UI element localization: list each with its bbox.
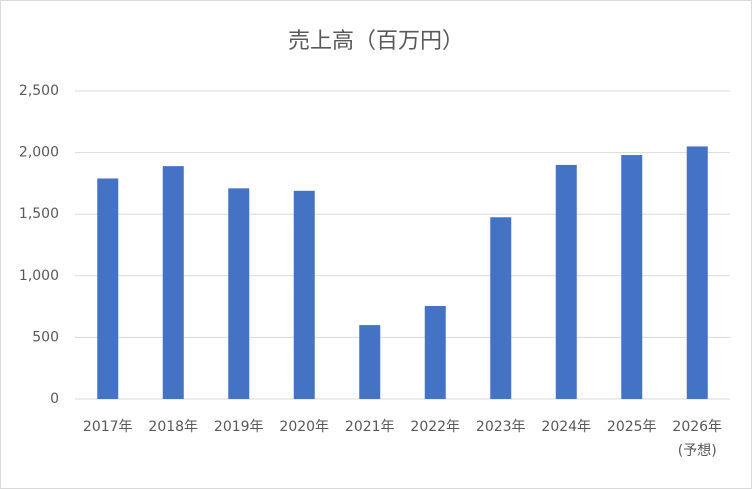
x-tick-label: 2020年 [279, 419, 330, 435]
y-tick-label: 1,000 [19, 268, 59, 284]
x-tick-label: 2024年 [541, 419, 592, 435]
y-tick-label: 1,500 [19, 206, 59, 222]
y-tick-label: 2,000 [19, 145, 59, 161]
x-tick-label: 2021年 [344, 419, 395, 435]
y-tick-label: 0 [50, 391, 59, 407]
bar [621, 155, 643, 399]
x-tick-label: 2026年 (予想) [672, 419, 723, 459]
x-tick-label: 2022年 [410, 419, 461, 435]
bar [162, 166, 184, 399]
x-tick-label: 2017年 [82, 419, 133, 435]
bar [97, 178, 119, 399]
bar [228, 188, 250, 399]
y-tick-label: 500 [32, 329, 59, 345]
bar [555, 164, 577, 399]
x-tick-label: 2023年 [475, 419, 526, 435]
bar [293, 190, 315, 399]
bar [490, 217, 512, 399]
x-tick-label: 2018年 [148, 419, 199, 435]
y-tick-label: 2,500 [19, 83, 59, 99]
bar [424, 305, 446, 399]
bar [686, 146, 708, 399]
x-tick-label: 2019年 [213, 419, 264, 435]
bar [359, 325, 381, 399]
chart-title: 売上高（百万円） [288, 29, 464, 54]
x-tick-label: 2025年 [606, 419, 657, 435]
